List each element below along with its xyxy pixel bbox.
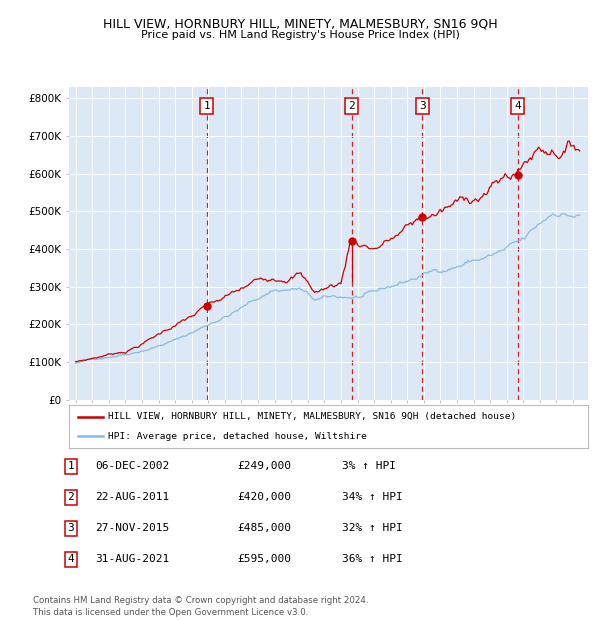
Text: 4: 4 <box>514 101 521 111</box>
Text: 2: 2 <box>348 101 355 111</box>
Text: 31-AUG-2021: 31-AUG-2021 <box>95 554 169 564</box>
Text: Price paid vs. HM Land Registry's House Price Index (HPI): Price paid vs. HM Land Registry's House … <box>140 30 460 40</box>
Text: HILL VIEW, HORNBURY HILL, MINETY, MALMESBURY, SN16 9QH (detached house): HILL VIEW, HORNBURY HILL, MINETY, MALMES… <box>108 412 516 422</box>
Text: 1: 1 <box>203 101 211 111</box>
Text: 27-NOV-2015: 27-NOV-2015 <box>95 523 169 533</box>
Text: £420,000: £420,000 <box>237 492 291 502</box>
Text: 22-AUG-2011: 22-AUG-2011 <box>95 492 169 502</box>
Text: £595,000: £595,000 <box>237 554 291 564</box>
Text: £249,000: £249,000 <box>237 461 291 471</box>
Text: 34% ↑ HPI: 34% ↑ HPI <box>342 492 403 502</box>
Text: 32% ↑ HPI: 32% ↑ HPI <box>342 523 403 533</box>
Text: 06-DEC-2002: 06-DEC-2002 <box>95 461 169 471</box>
Text: HILL VIEW, HORNBURY HILL, MINETY, MALMESBURY, SN16 9QH: HILL VIEW, HORNBURY HILL, MINETY, MALMES… <box>103 17 497 30</box>
Text: 4: 4 <box>67 554 74 564</box>
Text: 1: 1 <box>67 461 74 471</box>
Text: £485,000: £485,000 <box>237 523 291 533</box>
Text: 2: 2 <box>67 492 74 502</box>
Text: 3% ↑ HPI: 3% ↑ HPI <box>342 461 396 471</box>
Text: 3: 3 <box>419 101 425 111</box>
Text: Contains HM Land Registry data © Crown copyright and database right 2024.
This d: Contains HM Land Registry data © Crown c… <box>33 596 368 617</box>
Text: 36% ↑ HPI: 36% ↑ HPI <box>342 554 403 564</box>
Text: HPI: Average price, detached house, Wiltshire: HPI: Average price, detached house, Wilt… <box>108 432 367 441</box>
Text: 3: 3 <box>67 523 74 533</box>
